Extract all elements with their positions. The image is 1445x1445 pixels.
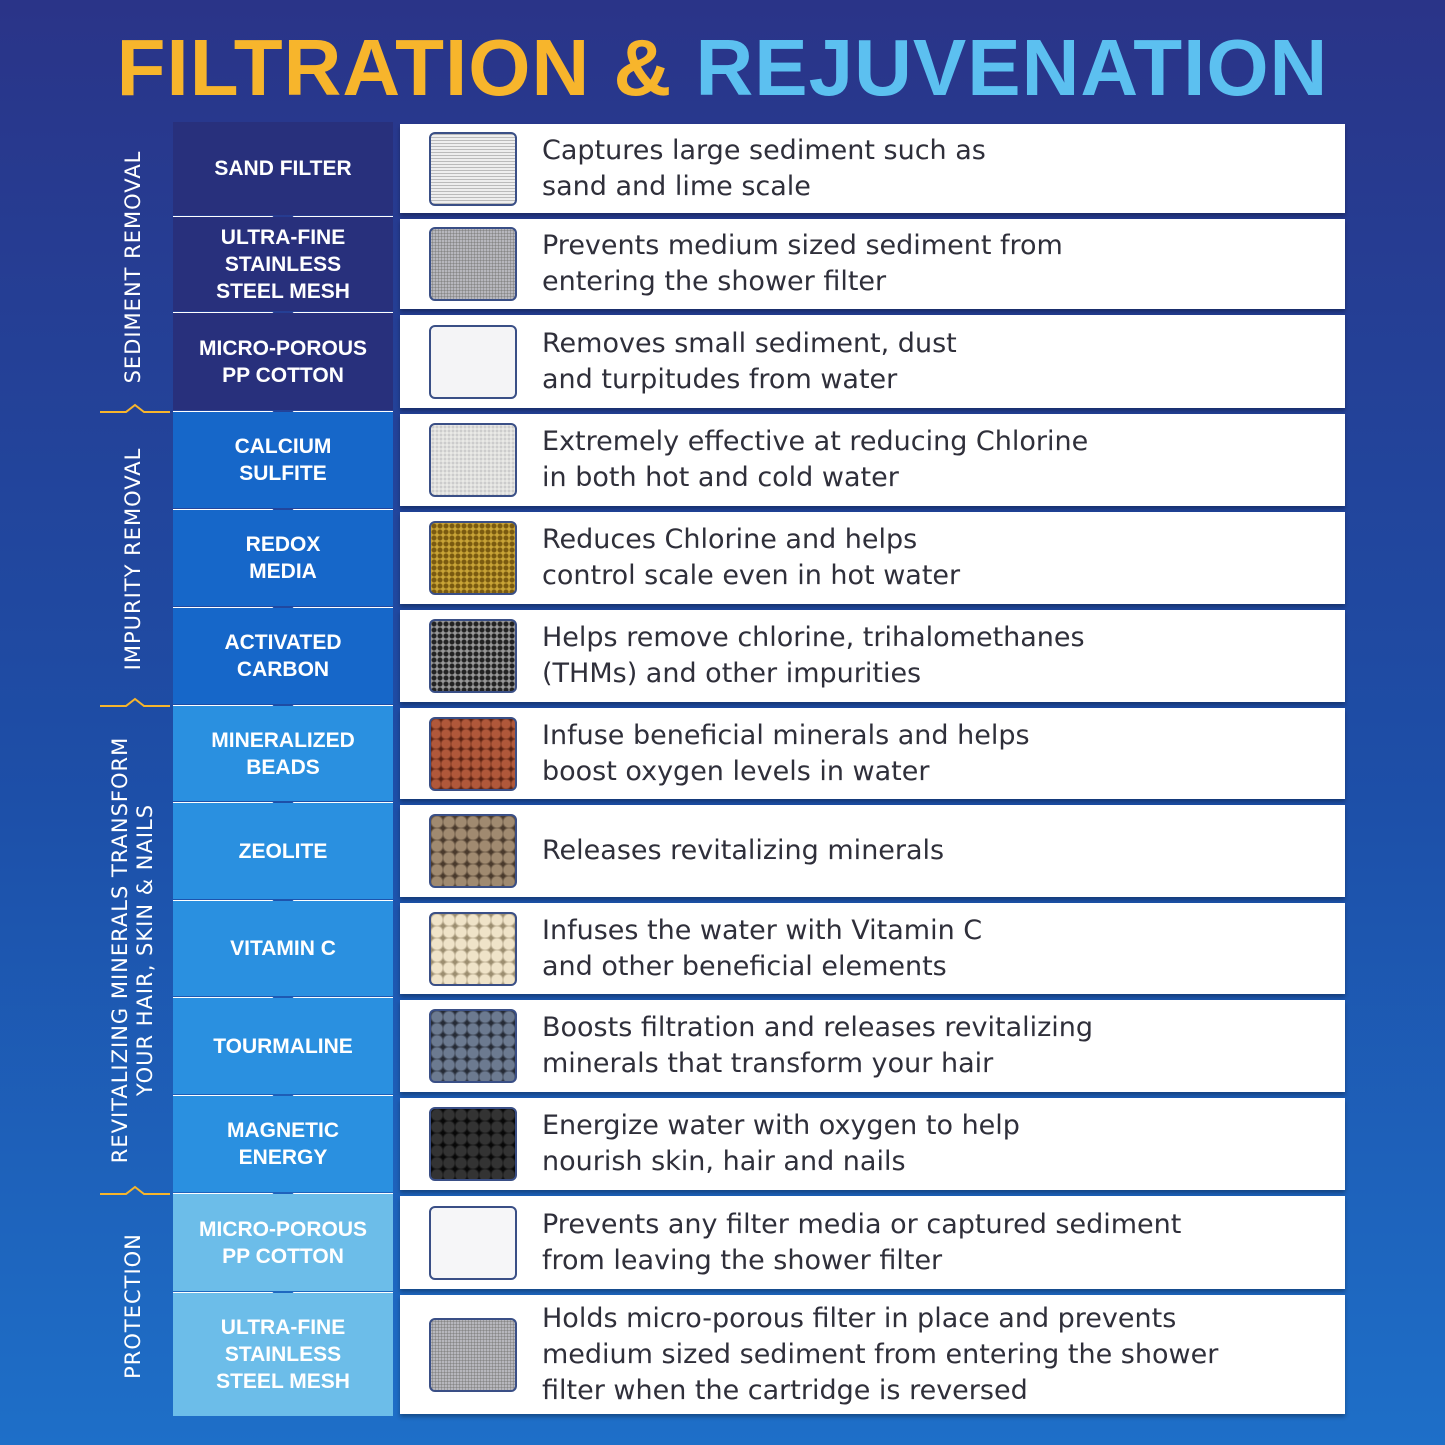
swatch [429,1107,517,1181]
layer-description: Releases revitalizing minerals [542,835,945,866]
swatch [429,1205,517,1280]
layer-description: Holds micro-porous filter in place and p… [542,1302,1219,1406]
layer-card: Captures large sediment such as sand and… [400,124,1345,213]
group-label: IMPURITY REMOVAL [120,447,145,671]
layer-description: Removes small sediment, dust and turpitu… [542,327,957,395]
swatch [429,716,517,791]
swatch [429,227,517,301]
layer-name: ACTIVATED CARBON [173,608,393,704]
layer-card: Infuses the water with Vitamin C and oth… [400,903,1345,994]
layer-description: Helps remove chlorine, trihalomethanes (… [542,622,1085,689]
layer-card: Removes small sediment, dust and turpitu… [400,315,1345,408]
swatch [429,619,517,693]
layer-card: Boosts filtration and releases revitaliz… [400,1000,1345,1092]
layer-description: Captures large sediment such as sand and… [542,134,986,202]
layer-name: MICRO-POROUS PP COTTON [173,313,393,410]
layer-description: Infuse beneficial minerals and helps boo… [542,719,1030,787]
layer-name: ZEOLITE [173,803,393,899]
swatch [429,911,517,986]
title: FILTRATION & REJUVENATION [0,22,1445,114]
layer-name: MINERALIZED BEADS [173,706,393,801]
layer-card: Energize water with oxygen to help nouri… [400,1098,1345,1190]
decoration [100,403,170,413]
title-part: REJUVENATION [695,23,1329,112]
group-label: PROTECTION [120,1233,145,1379]
swatch [429,324,517,399]
decoration [100,697,170,707]
layer-card: Prevents medium sized sediment from ente… [400,219,1345,309]
layer-name: TOURMALINE [173,998,393,1094]
layer-name: ULTRA-FINE STAINLESS STEEL MESH [173,217,393,311]
layer-name: SAND FILTER [173,122,393,215]
layer-name: ULTRA-FINE STAINLESS STEEL MESH [173,1293,393,1416]
layer-card: Prevents any filter media or captured se… [400,1196,1345,1289]
layer-description: Boosts filtration and releases revitaliz… [542,1012,1094,1079]
swatch [429,131,517,206]
swatch [429,521,517,595]
layer-card: Helps remove chlorine, trihalomethanes (… [400,610,1345,702]
layer-card: Reduces Chlorine and helps control scale… [400,512,1345,604]
layer-card: Extremely effective at reducing Chlorine… [400,414,1345,506]
swatch [429,1317,517,1392]
decoration [100,1185,170,1195]
swatch [429,814,517,888]
swatch [429,1009,517,1083]
layer-name: VITAMIN C [173,901,393,996]
layer-name: MAGNETIC ENERGY [173,1096,393,1192]
layer-description: Infuses the water with Vitamin C and oth… [542,914,983,982]
group-label: SEDIMENT REMOVAL [120,150,145,384]
layer-card: Releases revitalizing minerals [400,805,1345,897]
layer-card: Infuse beneficial minerals and helps boo… [400,708,1345,799]
layer-name: CALCIUM SULFITE [173,412,393,508]
layer-card: Holds micro-porous filter in place and p… [400,1295,1345,1414]
layer-description: Prevents any filter media or captured se… [542,1208,1182,1276]
layer-description: Prevents medium sized sediment from ente… [542,230,1063,297]
layer-name: REDOX MEDIA [173,510,393,606]
title-part: FILTRATION & [116,23,673,112]
layer-description: Energize water with oxygen to help nouri… [542,1110,1020,1177]
swatch [429,423,517,497]
layer-description: Extremely effective at reducing Chlorine… [542,426,1089,493]
group-label: REVITALIZING MINERALS TRANSFORM YOUR HAI… [108,736,157,1164]
layer-name: MICRO-POROUS PP COTTON [173,1194,393,1291]
layer-description: Reduces Chlorine and helps control scale… [542,524,961,591]
